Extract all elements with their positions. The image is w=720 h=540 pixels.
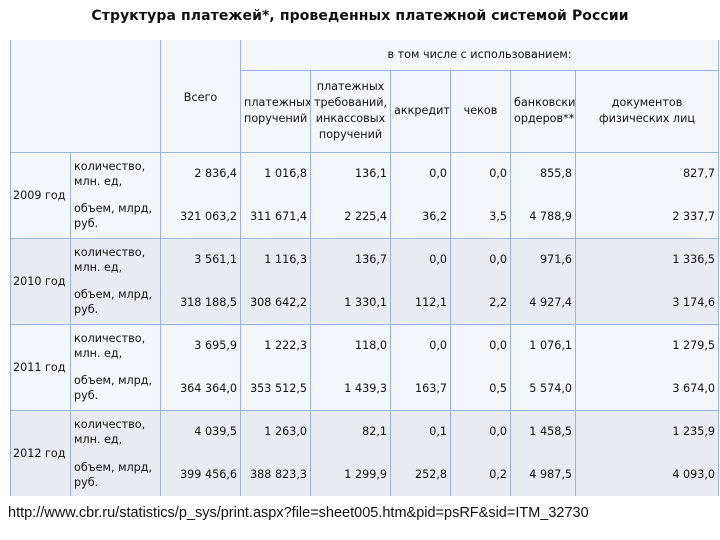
year-cell: 2011 год [10,323,71,410]
value-cell: 1 279,5 [574,323,720,367]
value-cell: 827,7 [574,151,720,195]
value-cell: 0,0 [390,237,451,281]
value-cell: 4 927,4 [510,281,576,324]
metric-cell: количество, млн. ед, [70,409,161,453]
header-blank-total-top [160,40,241,70]
header-col-cheques: чеков [450,70,511,152]
value-cell: 1 016,8 [240,151,311,195]
value-cell: 2,2 [450,281,511,324]
value-cell: 0,2 [450,453,511,496]
value-cell: 0,0 [450,237,511,281]
metric-cell: количество, млн. ед, [70,151,161,195]
metric-cell: количество, млн. ед, [70,323,161,367]
header-col-individuals: документов физических лиц [574,70,720,152]
table-row: объем, млрд, руб. 399 456,6 388 823,3 1 … [11,453,720,496]
value-cell: 0,0 [390,323,451,367]
total-cell: 3 695,9 [160,323,241,367]
table-header: в том числе с использованием: Всего плат… [10,40,720,152]
total-cell: 4 039,5 [160,409,241,453]
value-cell: 118,0 [310,323,391,367]
table-row: 2012 год количество, млн. ед, 4 039,5 1 … [10,409,720,496]
header-col-letters-of-credit: аккредитивов [390,70,451,152]
value-cell: 112,1 [390,281,451,324]
value-cell: 1 458,5 [510,409,576,453]
header-col-orders: платежных поручений [240,70,311,152]
metric-cell: объем, млрд, руб. [70,195,161,238]
table-row: объем, млрд, руб. 364 364,0 353 512,5 1 … [11,367,720,410]
table-row: объем, млрд, руб. 321 063,2 311 671,4 2 … [11,195,720,238]
value-cell: 855,8 [510,151,576,195]
value-cell: 0,0 [450,151,511,195]
payments-table: в том числе с использованием: Всего плат… [10,40,720,496]
value-cell: 1 263,0 [240,409,311,453]
table-row: 2010 год количество, млн. ед, 3 561,1 1 … [10,237,720,324]
value-cell: 1 336,5 [574,237,720,281]
year-cell: 2009 год [10,151,71,238]
value-cell: 0,5 [450,367,511,410]
value-cell: 311 671,4 [240,195,311,238]
value-cell: 0,1 [390,409,451,453]
total-cell: 399 456,6 [160,453,241,496]
payments-table-container: в том числе с использованием: Всего плат… [10,40,720,496]
document-title: Структура платежей*, проведенных платежн… [91,8,629,24]
year-cell: 2010 год [10,237,71,324]
value-cell: 82,1 [310,409,391,453]
value-cell: 0,0 [450,409,511,453]
header-col-bank-orders: банковских ордеров** [510,70,576,152]
value-cell: 1 299,9 [310,453,391,496]
metric-cell: объем, млрд, руб. [70,453,161,496]
value-cell: 1 439,3 [310,367,391,410]
value-cell: 353 512,5 [240,367,311,410]
value-cell: 1 222,3 [240,323,311,367]
value-cell: 2 337,7 [574,195,720,238]
value-cell: 0,0 [390,151,451,195]
year-cell: 2012 год [10,409,71,496]
table-row: объем, млрд, руб. 318 188,5 308 642,2 1 … [11,281,720,324]
value-cell: 163,7 [390,367,451,410]
metric-cell: количество, млн. ед, [70,237,161,281]
value-cell: 1 076,1 [510,323,576,367]
value-cell: 136,1 [310,151,391,195]
value-cell: 5 574,0 [510,367,576,410]
total-cell: 318 188,5 [160,281,241,324]
total-cell: 321 063,2 [160,195,241,238]
value-cell: 388 823,3 [240,453,311,496]
value-cell: 4 093,0 [574,453,720,496]
total-cell: 2 836,4 [160,151,241,195]
table-row: 2011 год количество, млн. ед, 3 695,9 1 … [10,323,720,410]
header-blank [10,40,161,152]
source-url: http://www.cbr.ru/statistics/p_sys/print… [8,505,589,521]
value-cell: 3 674,0 [574,367,720,410]
value-cell: 136,7 [310,237,391,281]
table-row: 2009 год количество, млн. ед, 2 836,4 1 … [10,151,720,238]
value-cell: 4 788,9 [510,195,576,238]
value-cell: 2 225,4 [310,195,391,238]
value-cell: 0,0 [450,323,511,367]
value-cell: 252,8 [390,453,451,496]
value-cell: 3 174,6 [574,281,720,324]
header-group: в том числе с использованием: [239,40,720,71]
header-col-requirements: платежных требований, инкассовых поручен… [310,70,391,152]
value-cell: 971,6 [510,237,576,281]
value-cell: 36,2 [390,195,451,238]
header-total: Всего [160,70,241,152]
value-cell: 1 330,1 [310,281,391,324]
total-cell: 3 561,1 [160,237,241,281]
value-cell: 1 235,9 [574,409,720,453]
value-cell: 1 116,3 [240,237,311,281]
total-cell: 364 364,0 [160,367,241,410]
value-cell: 4 987,5 [510,453,576,496]
table-body: 2009 год количество, млн. ед, 2 836,4 1 … [10,151,720,496]
metric-cell: объем, млрд, руб. [70,281,161,324]
value-cell: 308 642,2 [240,281,311,324]
value-cell: 3,5 [450,195,511,238]
metric-cell: объем, млрд, руб. [70,367,161,410]
